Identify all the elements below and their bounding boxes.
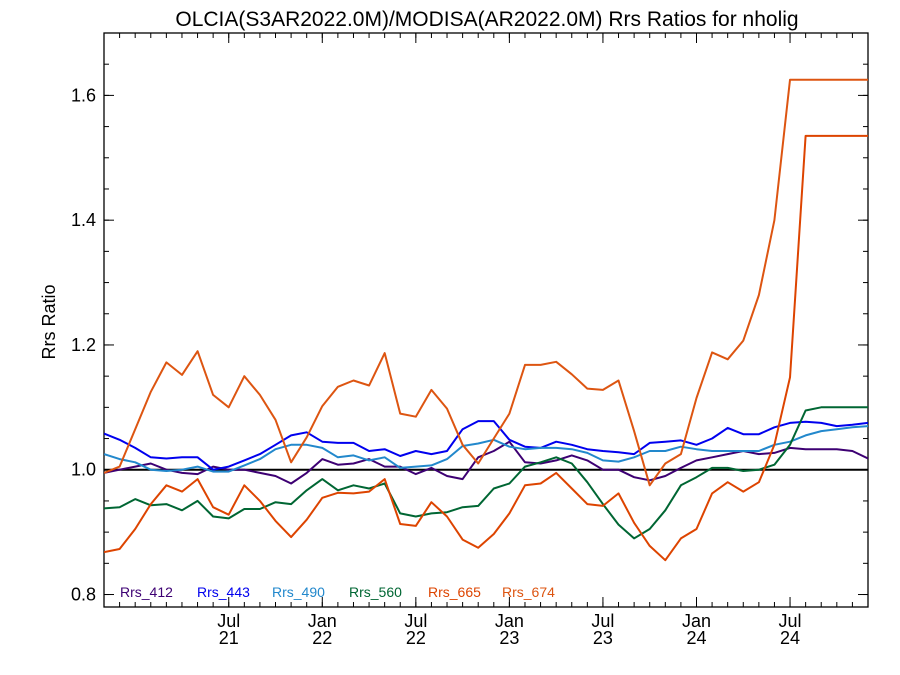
legend-item-rrs-443: Rrs_443 <box>197 584 250 600</box>
series-line-rrs-412 <box>104 440 868 485</box>
y-axis-label: Rrs Ratio <box>39 284 59 359</box>
y-tick-label: 1.0 <box>71 460 96 480</box>
x-tick-label: Jul <box>217 611 240 631</box>
y-axis: 0.8 1.0 1.2 1.4 1.6 <box>71 32 868 605</box>
x-tick-label: Jul <box>591 611 614 631</box>
y-tick-label: 1.6 <box>71 85 96 105</box>
x-tick-label: Jan <box>682 611 711 631</box>
legend: Rrs_412 Rrs_443 Rrs_490 Rrs_560 Rrs_665 Rrs_6… <box>120 584 555 600</box>
series-line-rrs-665 <box>104 134 868 562</box>
series-line-rrs-674 <box>104 78 868 487</box>
series-lines <box>104 78 868 562</box>
x-tick-label: 21 <box>219 628 239 648</box>
x-tick-label: 24 <box>686 628 706 648</box>
x-tick-label: Jul <box>404 611 427 631</box>
legend-item-rrs-490: Rrs_490 <box>272 584 325 600</box>
legend-item-rrs-665: Rrs_665 <box>428 584 481 600</box>
plot-area <box>103 32 869 608</box>
series-line-rrs-490 <box>104 425 868 473</box>
x-tick-label: 22 <box>406 628 426 648</box>
x-tick-label: 23 <box>499 628 519 648</box>
x-tick-label: 23 <box>593 628 613 648</box>
series-line-rrs-560 <box>104 406 868 540</box>
plot-frame <box>103 32 869 608</box>
x-tick-label: 24 <box>780 628 800 648</box>
y-tick-label: 0.8 <box>71 585 96 605</box>
x-tick-label: Jan <box>308 611 337 631</box>
chart-title: OLCIA(S3AR2022.0M)/MODISA(AR2022.0M) Rrs… <box>175 8 798 31</box>
series-line-rrs-443 <box>104 420 868 471</box>
legend-item-rrs-674: Rrs_674 <box>502 584 555 600</box>
y-tick-label: 1.4 <box>71 210 96 230</box>
legend-item-rrs-560: Rrs_560 <box>349 584 402 600</box>
y-tick-label: 1.2 <box>71 335 96 355</box>
legend-item-rrs-412: Rrs_412 <box>120 584 173 600</box>
x-tick-label: Jul <box>779 611 802 631</box>
x-tick-label: Jan <box>495 611 524 631</box>
x-tick-label: 22 <box>312 628 332 648</box>
